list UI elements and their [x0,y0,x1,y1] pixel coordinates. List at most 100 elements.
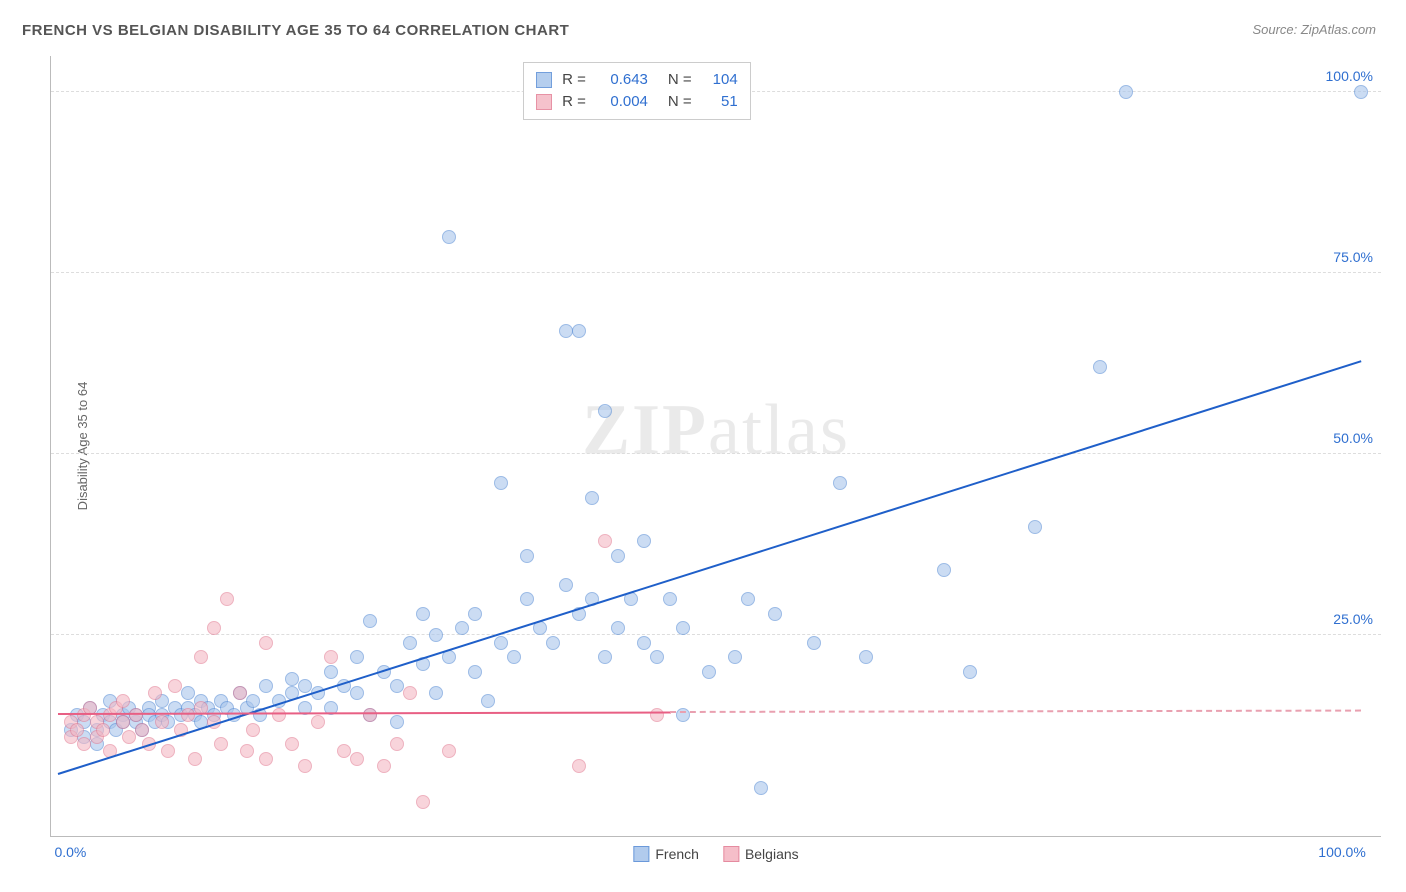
data-point [468,665,482,679]
y-tick-label: 25.0% [1333,611,1373,627]
data-point [181,686,195,700]
y-tick-label: 75.0% [1333,249,1373,265]
data-point [116,715,130,729]
legend-swatch [723,846,739,862]
data-point [259,679,273,693]
data-point [377,759,391,773]
data-point [298,759,312,773]
data-point [181,708,195,722]
data-point [285,737,299,751]
data-point [1119,85,1133,99]
data-point [741,592,755,606]
legend-n-value: 104 [702,69,738,91]
data-point [520,549,534,563]
data-point [429,628,443,642]
data-point [585,491,599,505]
data-point [768,607,782,621]
data-point [324,665,338,679]
legend-r-label: R = [562,69,586,91]
data-point [337,744,351,758]
legend-n-label: N = [668,69,692,91]
data-point [161,744,175,758]
data-point [859,650,873,664]
data-point [1028,520,1042,534]
data-point [363,708,377,722]
data-point [311,715,325,729]
legend-series: French Belgians [633,846,798,862]
source-attribution: Source: ZipAtlas.com [1252,22,1376,37]
data-point [403,636,417,650]
data-point [194,650,208,664]
x-tick-label: 100.0% [1318,844,1365,860]
data-point [611,621,625,635]
data-point [390,679,404,693]
data-point [1354,85,1368,99]
data-point [598,650,612,664]
chart-title: FRENCH VS BELGIAN DISABILITY AGE 35 TO 6… [22,22,569,39]
legend-r-value: 0.643 [596,69,648,91]
data-point [754,781,768,795]
data-point [148,686,162,700]
data-point [481,694,495,708]
scatter-plot-area: ZIPatlas 25.0%50.0%75.0%100.0%0.0%100.0%… [50,56,1381,837]
trend-line [670,710,1361,713]
data-point [833,476,847,490]
data-point [429,686,443,700]
data-point [1093,360,1107,374]
data-point [246,694,260,708]
data-point [598,404,612,418]
data-point [559,578,573,592]
legend-label: French [655,846,699,862]
legend-item: Belgians [723,846,799,862]
data-point [259,752,273,766]
legend-r-value: 0.004 [596,91,648,113]
legend-item: French [633,846,699,862]
data-point [135,723,149,737]
legend-n-label: N = [668,91,692,113]
data-point [572,759,586,773]
gridline [51,272,1381,273]
legend-n-value: 51 [702,91,738,113]
y-tick-label: 50.0% [1333,430,1373,446]
legend-swatch [633,846,649,862]
data-point [390,737,404,751]
data-point [637,636,651,650]
data-point [937,563,951,577]
data-point [324,650,338,664]
legend-correlation: R =0.643N =104R =0.004N =51 [523,62,751,120]
gridline [51,453,1381,454]
data-point [233,686,247,700]
legend-swatch [536,94,552,110]
data-point [70,723,84,737]
data-point [963,665,977,679]
data-point [188,752,202,766]
data-point [546,636,560,650]
data-point [676,621,690,635]
data-point [702,665,716,679]
data-point [96,723,110,737]
data-point [416,795,430,809]
data-point [116,694,130,708]
data-point [650,650,664,664]
data-point [350,686,364,700]
data-point [572,324,586,338]
legend-swatch [536,72,552,88]
data-point [390,715,404,729]
data-point [494,476,508,490]
data-point [240,744,254,758]
data-point [155,715,169,729]
watermark: ZIPatlas [582,389,850,472]
data-point [663,592,677,606]
data-point [442,744,456,758]
data-point [507,650,521,664]
data-point [272,708,286,722]
data-point [403,686,417,700]
legend-label: Belgians [745,846,799,862]
data-point [285,672,299,686]
data-point [598,534,612,548]
gridline [51,634,1381,635]
data-point [168,679,182,693]
data-point [728,650,742,664]
y-tick-label: 100.0% [1326,68,1373,84]
data-point [214,737,228,751]
